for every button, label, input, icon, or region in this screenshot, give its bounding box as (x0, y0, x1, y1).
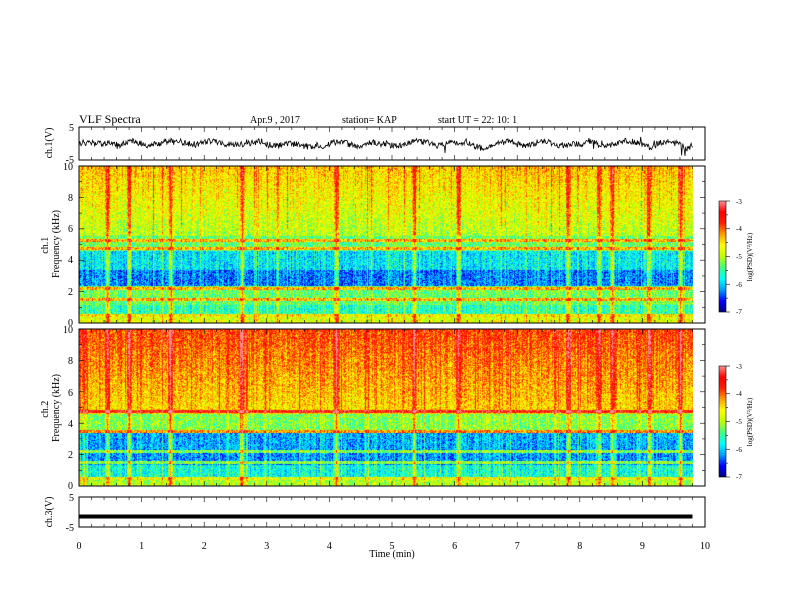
ch3-waveform-panel: 5 -5 ch.3(V) 0 1 2 3 4 5 6 7 8 9 10 Time (min) (44, 493, 710, 560)
ch1-spec-ytick-8: 8 (68, 193, 73, 204)
ch1-colorbar-label: log(PSD)(V²/Hz) (746, 232, 754, 281)
ch3-waveform-ticks (78, 497, 706, 527)
ch2-cb-tick-m7: -7 (736, 473, 742, 481)
ch2-spectrogram-panel: 0 2 4 6 8 10 ch.2 Frequency (kHz) -3 -4 … (40, 325, 754, 492)
ch2-spec-ytick-6: 6 (68, 388, 73, 399)
time-axis-tick-labels: 0 1 2 3 4 5 6 7 8 9 10 (77, 541, 711, 552)
time-axis-tick-label: 1 (139, 541, 144, 552)
ch1-spectrogram-ylabel: ch.1 Frequency (kHz) (40, 210, 62, 278)
time-axis-tick-label: 10 (700, 541, 710, 552)
ch1-colorbar (718, 200, 727, 313)
ch1-spec-ytick-0: 0 (68, 318, 73, 329)
time-axis-tick-label: 7 (515, 541, 520, 552)
ch2-spectrogram-ylabel: ch.2 Frequency (kHz) (40, 374, 62, 442)
ch1-waveform-panel: 5 -5 ch.1(V) (44, 123, 706, 166)
figure-station: station= KAP (342, 115, 397, 126)
ch1-spec-ytick-10: 10 (63, 162, 73, 173)
ch1-colorbar-ticks (726, 200, 730, 313)
figure-title: VLF Spectra (79, 112, 141, 126)
ch2-spectrogram-image (79, 329, 693, 486)
ch1-ytick-top: 5 (69, 123, 74, 134)
time-axis-tick-label: 2 (202, 541, 207, 552)
ch1-ytick-bottom: -5 (66, 155, 74, 166)
ch2-spectrogram-ticks (78, 328, 706, 487)
ch2-cb-tick-m4: -4 (736, 390, 742, 398)
ch2-spec-ytick-4: 4 (68, 419, 73, 430)
ch2-colorbar-ticks (726, 365, 730, 478)
ch3-waveform-ylabel: ch.3(V) (44, 497, 55, 528)
ch3-ytick-top: 5 (69, 493, 74, 504)
time-axis-tick-label: 3 (264, 541, 269, 552)
time-axis-tick-label: 0 (77, 541, 82, 552)
ch1-waveform-ylabel: ch.1(V) (44, 128, 55, 159)
time-axis-tick-label: 5 (390, 541, 395, 552)
ch2-cb-tick-m6: -6 (736, 446, 742, 454)
ch2-spec-ytick-10: 10 (63, 325, 73, 336)
ch1-spec-ytick-6: 6 (68, 224, 73, 235)
ch1-spec-ytick-2: 2 (68, 287, 73, 298)
ch1-waveform-ticks (78, 127, 706, 160)
time-axis-label: Time (min) (369, 549, 414, 560)
time-axis-tick-label: 8 (577, 541, 582, 552)
ch1-cb-tick-m6: -6 (736, 281, 742, 289)
ch2-colorbar-label: log(PSD)(V²/Hz) (746, 397, 754, 446)
ch3-ytick-bottom: -5 (66, 523, 74, 534)
ch1-cb-tick-m7: -7 (736, 308, 742, 316)
ch1-spectrogram-panel: 0 2 4 6 8 10 ch.1 Frequency (kHz) -3 -4 … (40, 162, 754, 329)
ch2-cb-tick-m3: -3 (736, 363, 742, 371)
ch1-cb-tick-m4: -4 (736, 225, 742, 233)
ch1-spectrogram-image (79, 166, 693, 323)
ch2-spec-ytick-2: 2 (68, 450, 73, 461)
time-axis-tick-label: 4 (327, 541, 332, 552)
ch2-colorbar (718, 365, 727, 478)
figure-date: Apr.9 , 2017 (250, 115, 300, 126)
time-axis-tick-label: 6 (452, 541, 457, 552)
ch2-spec-ytick-0: 0 (68, 481, 73, 492)
ch1-spec-ytick-4: 4 (68, 255, 73, 266)
ch1-spectrogram-ticks (78, 165, 706, 324)
time-axis-tick-label: 9 (640, 541, 645, 552)
ch1-waveform-trace (78, 136, 693, 157)
ch1-cb-tick-m3: -3 (736, 198, 742, 206)
ch2-spec-ytick-8: 8 (68, 356, 73, 367)
ch2-cb-tick-m5: -5 (736, 418, 742, 426)
figure-start-time: start UT = 22: 10: 1 (438, 115, 517, 126)
ch1-cb-tick-m5: -5 (736, 253, 742, 261)
